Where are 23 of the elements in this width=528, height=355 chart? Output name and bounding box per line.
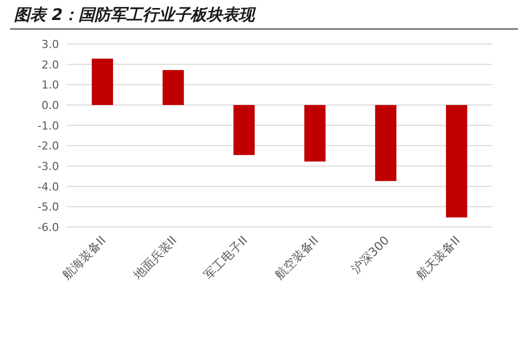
x-tick-label: 航天装备II	[414, 233, 463, 282]
y-tick-label: -1.0	[38, 119, 59, 132]
x-tick-label: 地面兵装II	[130, 233, 180, 283]
y-tick-label: -2.0	[38, 140, 59, 153]
bar	[92, 58, 114, 105]
y-tick-label: -5.0	[38, 200, 59, 214]
y-tick-label: -4.0	[38, 180, 59, 194]
chart-title: 图表 2：国防军工行业子板块表现	[14, 5, 257, 24]
y-tick-label: 2.0	[42, 58, 59, 72]
bar	[446, 105, 468, 218]
y-tick-label: -6.0	[38, 221, 59, 234]
x-tick-label: 沪深300	[348, 233, 392, 276]
x-tick-label: 航空装备II	[272, 233, 322, 282]
bar	[162, 70, 184, 105]
bar	[375, 105, 396, 182]
x-tick-label: 军工电子II	[201, 233, 250, 282]
bar	[233, 105, 255, 156]
y-tick-label: 1.0	[42, 78, 59, 92]
y-tick-label: -3.0	[38, 160, 59, 173]
bar	[304, 105, 326, 162]
x-tick-label: 航海装备II	[60, 233, 109, 282]
y-tick-label: 0.0	[42, 99, 59, 112]
y-tick-label: 3.0	[42, 38, 59, 51]
